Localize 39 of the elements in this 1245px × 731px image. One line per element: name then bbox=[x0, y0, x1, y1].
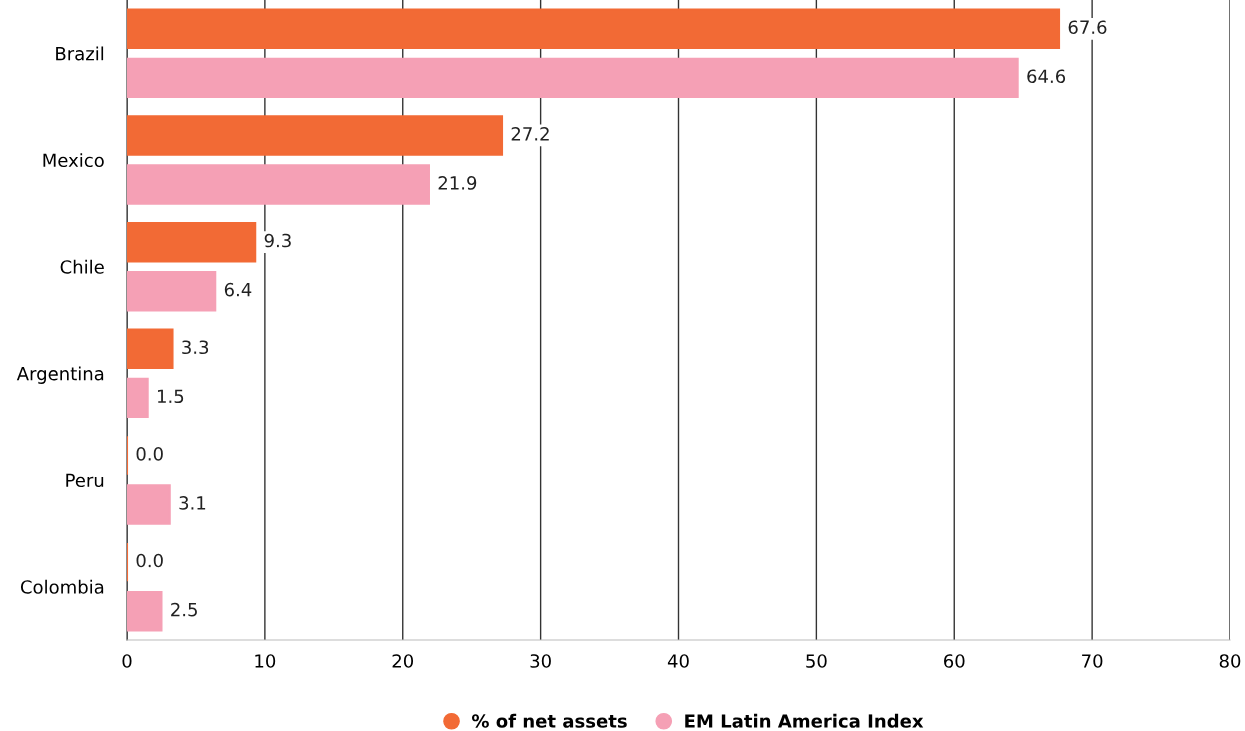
y-tick-label: Brazil bbox=[56, 46, 104, 61]
data-label: 67.6 bbox=[1068, 20, 1107, 35]
x-tick-label: 40 bbox=[667, 654, 689, 668]
bar bbox=[127, 115, 504, 156]
data-label: 0.0 bbox=[136, 447, 163, 461]
y-tick-label: Colombia bbox=[20, 579, 104, 594]
bar bbox=[127, 221, 257, 263]
data-label: 27.2 bbox=[511, 127, 549, 141]
x-tick-label: 30 bbox=[530, 654, 551, 668]
data-label: 2.5 bbox=[171, 602, 197, 617]
data-label: 0.0 bbox=[136, 553, 163, 568]
data-label: 21.9 bbox=[438, 176, 477, 190]
legend-label: EM Latin America Index bbox=[685, 713, 924, 728]
x-tick-label: 60 bbox=[944, 654, 965, 668]
bar bbox=[127, 328, 174, 370]
bar bbox=[127, 270, 217, 312]
bar bbox=[127, 8, 1061, 50]
bar bbox=[127, 590, 163, 632]
bar bbox=[127, 57, 1019, 99]
y-tick-label: Argentina bbox=[16, 366, 104, 384]
data-label: 64.6 bbox=[1027, 69, 1066, 84]
bar bbox=[127, 377, 149, 419]
data-label: 9.3 bbox=[264, 233, 291, 248]
y-tick-label: Peru bbox=[66, 473, 104, 488]
x-tick-label: 80 bbox=[1219, 654, 1241, 668]
legend-label: % of net assets bbox=[471, 713, 627, 728]
data-label: 3.1 bbox=[179, 496, 206, 510]
y-tick-label: Chile bbox=[60, 259, 104, 274]
bar bbox=[127, 484, 171, 525]
data-label: 3.3 bbox=[182, 340, 209, 355]
x-tick-label: 70 bbox=[1082, 654, 1103, 668]
data-label: 1.5 bbox=[158, 389, 184, 404]
x-tick-label: 50 bbox=[806, 654, 827, 668]
x-tick-label: 10 bbox=[255, 654, 276, 668]
y-tick-label: Mexico bbox=[43, 153, 104, 168]
data-label: 6.4 bbox=[224, 282, 252, 297]
bar bbox=[127, 164, 430, 205]
x-tick-label: 20 bbox=[392, 654, 414, 668]
x-tick-label: 0 bbox=[122, 654, 132, 668]
